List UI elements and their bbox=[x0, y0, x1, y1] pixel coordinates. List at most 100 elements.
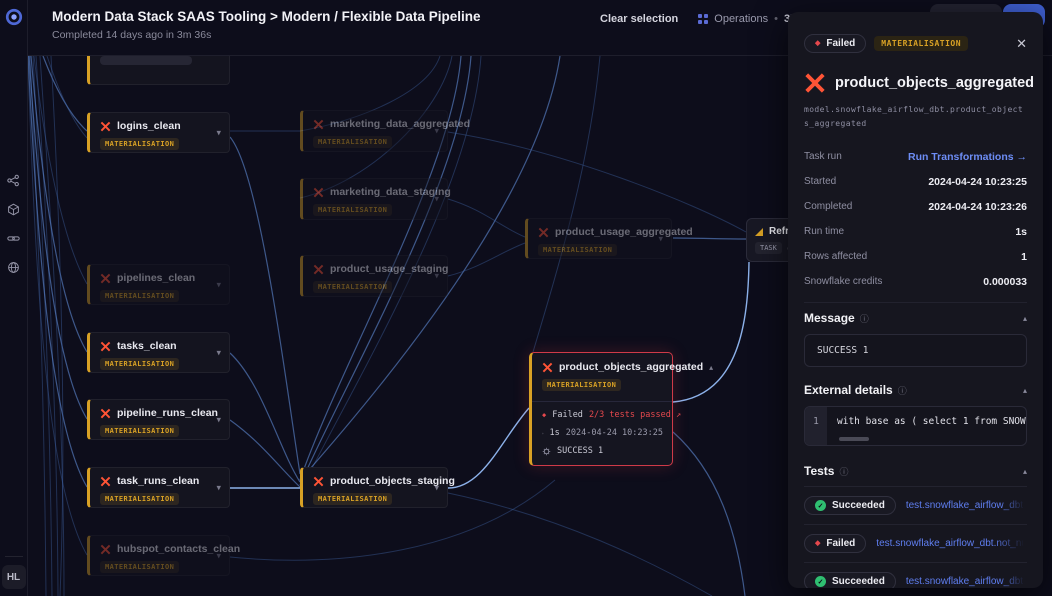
materialisation-badge: MATERIALISATION bbox=[542, 379, 622, 391]
materialisation-badge: MATERIALISATION bbox=[313, 493, 393, 505]
node-details-panel: ◆ Failed MATERIALISATION ✕ product_objec… bbox=[788, 12, 1043, 588]
user-avatar[interactable]: HL bbox=[1, 565, 26, 589]
detail-label: Task run bbox=[804, 151, 842, 163]
chevron-down-icon[interactable]: ▾ bbox=[434, 270, 439, 281]
graph-node-task-runs-clean[interactable]: task_runs_clean ▾ MATERIALISATION bbox=[87, 467, 230, 508]
materialisation-badge: MATERIALISATION bbox=[100, 493, 180, 505]
graph-node-tasks-clean[interactable]: tasks_clean ▾ MATERIALISATION bbox=[87, 332, 230, 373]
chevron-down-icon[interactable]: ▾ bbox=[216, 482, 221, 492]
sql-code-box[interactable]: 1 with base as ( select 1 from SNOWFLAKE bbox=[804, 406, 1027, 447]
test-status-label: Succeeded bbox=[832, 500, 885, 512]
message-box: SUCCESS 1 bbox=[804, 334, 1027, 368]
chevron-up-icon[interactable]: ▴ bbox=[709, 362, 714, 372]
node-title: product_objects_aggregated bbox=[559, 361, 704, 373]
node-timestamp: 2024-04-24 10:23:25 bbox=[565, 428, 663, 438]
horizontal-scrollbar[interactable] bbox=[839, 437, 869, 442]
graph-node-product-objects-staging[interactable]: product_objects_staging ▾ MATERIALISATION bbox=[300, 467, 455, 508]
info-icon: ⓘ bbox=[897, 385, 907, 396]
dbt-icon bbox=[100, 544, 111, 554]
detail-value: 2024-04-24 10:23:25 bbox=[928, 175, 1027, 188]
materialisation-badge: MATERIALISATION bbox=[100, 425, 180, 437]
failed-status-badge: ◆ Failed bbox=[804, 34, 867, 53]
detail-row: Run time 1s bbox=[804, 219, 1027, 244]
materialisation-badge: MATERIALISATION bbox=[313, 136, 393, 148]
graph-node-product-usage-staging[interactable]: product_usage_staging ▾ MATERIALISATION bbox=[300, 255, 448, 297]
chevron-down-icon[interactable]: ▾ bbox=[216, 347, 221, 357]
test-link[interactable]: test.snowflake_airflow_dbt.not_null_pr bbox=[905, 576, 1027, 588]
graph-node-pipelines-clean[interactable]: pipelines_clean ▾ MATERIALISATION bbox=[87, 264, 230, 305]
materialisation-badge: MATERIALISATION bbox=[874, 36, 969, 51]
failed-diamond-icon: ◆ bbox=[815, 540, 821, 548]
materialisation-badge: MATERIALISATION bbox=[100, 561, 180, 573]
chevron-down-icon[interactable]: ▾ bbox=[216, 550, 221, 560]
chevron-down-icon[interactable]: ▾ bbox=[658, 233, 663, 243]
collapse-caret-icon[interactable]: ▴ bbox=[1022, 313, 1027, 323]
tests-heading: Tests bbox=[804, 464, 835, 479]
materialisation-badge: MATERIALISATION bbox=[538, 244, 618, 256]
graph-node-product-usage-aggregated[interactable]: product_usage_aggregated ▾ MATERIALISATION bbox=[525, 218, 693, 259]
dbt-icon bbox=[100, 476, 111, 486]
detail-label: Rows affected bbox=[804, 251, 868, 263]
task-triangle-icon bbox=[755, 227, 763, 236]
collapse-caret-icon[interactable]: ▴ bbox=[1022, 466, 1027, 476]
node-title: logins_clean bbox=[117, 120, 181, 132]
dbt-icon bbox=[538, 227, 549, 237]
cube-icon[interactable] bbox=[7, 203, 20, 216]
graph-node-marketing-data-aggregated[interactable]: marketing_data_aggregated ▾ MATERIALISATIO… bbox=[300, 110, 470, 152]
panel-title: product_objects_aggregated bbox=[835, 75, 1035, 91]
task-node-title: Refre bbox=[769, 226, 795, 237]
link-icon[interactable] bbox=[7, 232, 20, 245]
chevron-down-icon[interactable]: ▾ bbox=[434, 125, 439, 136]
materialisation-badge: MATERIALISATION bbox=[313, 281, 393, 293]
divider bbox=[4, 556, 23, 557]
message-heading: Message bbox=[804, 311, 855, 326]
graph-view-icon[interactable] bbox=[7, 174, 20, 187]
graph-node-marketing-data-staging[interactable]: marketing_data_staging ▾ MATERIALISATION bbox=[300, 178, 451, 220]
dbt-icon bbox=[313, 476, 324, 486]
graph-node-logins-clean[interactable]: logins_clean ▾ MATERIALISATION bbox=[87, 112, 230, 153]
detail-value: 1s bbox=[1015, 225, 1027, 238]
skeleton-bar bbox=[100, 56, 192, 65]
task-run-link[interactable]: Run Transformations → bbox=[907, 150, 1027, 163]
dbt-icon bbox=[542, 362, 553, 372]
app-logo[interactable] bbox=[5, 8, 23, 26]
detail-value: 2024-04-24 10:23:26 bbox=[928, 200, 1027, 213]
chevron-down-icon[interactable]: ▾ bbox=[434, 482, 439, 492]
external-details-heading: External details bbox=[804, 383, 893, 398]
test-status-badge: ✓ Succeeded bbox=[804, 496, 896, 516]
clear-selection-button[interactable]: Clear selection bbox=[600, 13, 679, 25]
collapse-caret-icon[interactable]: ▴ bbox=[1022, 385, 1027, 395]
detail-label: Started bbox=[804, 176, 837, 188]
dbt-icon bbox=[100, 408, 111, 418]
detail-row: Task run Run Transformations → bbox=[804, 144, 1027, 169]
node-runtime: 1s bbox=[549, 428, 560, 438]
tests-summary-link[interactable]: 2/3 tests passed ↗ bbox=[588, 410, 682, 420]
globe-icon[interactable] bbox=[7, 261, 20, 274]
graph-node-product-objects-aggregated-selected[interactable]: product_objects_aggregated ▴ MATERIALISA… bbox=[529, 352, 713, 466]
detail-value: 1 bbox=[1021, 250, 1027, 263]
node-title: pipeline_runs_clean bbox=[117, 407, 218, 419]
materialisation-badge: MATERIALISATION bbox=[313, 204, 393, 216]
graph-node-pipeline-runs-clean[interactable]: pipeline_runs_clean ▾ MATERIALISATION bbox=[87, 399, 230, 440]
graph-node-hubspot-contacts-clean[interactable]: hubspot_contacts_clean ▾ MATERIALISATION bbox=[87, 535, 240, 576]
materialisation-badge: MATERIALISATION bbox=[100, 358, 180, 370]
run-status-subtitle: Completed 14 days ago in 3m 36s bbox=[52, 29, 212, 41]
chevron-down-icon[interactable]: ▾ bbox=[434, 193, 439, 204]
dbt-icon bbox=[313, 187, 324, 197]
dot-separator: • bbox=[774, 13, 778, 25]
test-link[interactable]: test.snowflake_airflow_dbt.not_null_pr bbox=[876, 538, 1027, 550]
grid-icon bbox=[698, 14, 709, 24]
close-icon[interactable]: ✕ bbox=[1016, 35, 1027, 51]
detail-row: Snowflake credits 0.000033 bbox=[804, 269, 1027, 294]
chevron-down-icon[interactable]: ▾ bbox=[216, 414, 221, 424]
chevron-down-icon[interactable]: ▾ bbox=[216, 127, 221, 137]
code-line-number: 1 bbox=[805, 407, 827, 446]
app-sidebar: HL bbox=[0, 0, 28, 596]
operations-filter[interactable]: Operations • 35 bbox=[698, 13, 796, 25]
node-title: product_usage_staging bbox=[330, 263, 449, 275]
test-link[interactable]: test.snowflake_airflow_dbt.unique_pro bbox=[905, 500, 1027, 512]
chevron-down-icon[interactable]: ▾ bbox=[216, 279, 221, 289]
run-details: Task run Run Transformations → Started 2024… bbox=[804, 144, 1027, 294]
divider bbox=[532, 401, 672, 402]
failed-diamond-icon: ◆ bbox=[815, 40, 821, 47]
